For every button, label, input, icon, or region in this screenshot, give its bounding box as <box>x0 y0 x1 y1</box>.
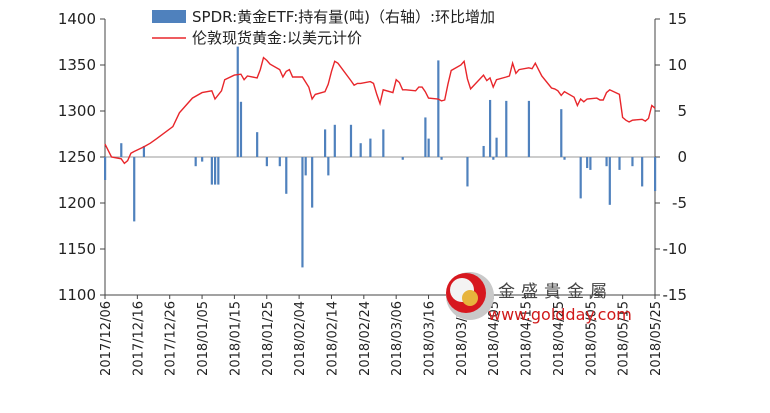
etf-change-bar <box>528 101 530 157</box>
x-tick-label: 2018/01/05 <box>196 301 211 376</box>
etf-change-bar <box>492 157 494 160</box>
right-tick-label: 5 <box>677 102 687 120</box>
left-tick-label: 1300 <box>58 102 96 120</box>
etf-change-bar <box>120 143 122 157</box>
x-tick-label: 2018/03/06 <box>390 301 405 376</box>
etf-change-bar <box>654 157 656 191</box>
etf-change-bar <box>424 117 426 157</box>
left-tick-label: 1150 <box>58 240 96 258</box>
etf-change-bar <box>560 109 562 157</box>
etf-change-bar <box>350 125 352 157</box>
legend: SPDR:黄金ETF:持有量(吨)（右轴）:环比增加 伦敦现货黄金:以美元计价 <box>152 8 495 47</box>
etf-change-bar <box>104 157 106 180</box>
right-tick-label: 10 <box>668 56 687 74</box>
x-tick-label: 2018/03/16 <box>423 301 438 376</box>
x-tick-label: 2018/02/24 <box>358 301 373 376</box>
left-tick-label: 1350 <box>58 56 96 74</box>
line-layer <box>105 58 655 164</box>
etf-change-bar <box>505 101 507 157</box>
right-tick-label: 15 <box>668 10 687 28</box>
watermark-brand-text: 金盛貴金屬 <box>498 282 613 302</box>
legend-line-label: 伦敦现货黄金:以美元计价 <box>192 29 362 47</box>
right-tick-label: -15 <box>663 286 688 304</box>
etf-change-bar <box>133 157 135 221</box>
etf-change-bar <box>237 47 239 157</box>
etf-change-bar <box>217 157 219 185</box>
etf-change-bar <box>440 157 442 160</box>
etf-change-bar <box>279 157 281 166</box>
etf-change-bar <box>402 157 404 160</box>
etf-change-bar <box>605 157 607 166</box>
goldday-watermark: 金盛貴金屬 www.goldday.com <box>446 272 632 324</box>
etf-change-bar <box>563 157 565 160</box>
etf-change-bar <box>285 157 287 194</box>
etf-change-bar <box>311 157 313 208</box>
etf-change-bar <box>483 146 485 157</box>
etf-change-bar <box>589 157 591 170</box>
etf-change-bar <box>631 157 633 166</box>
etf-change-bar <box>466 157 468 186</box>
right-tick-label: -5 <box>672 194 687 212</box>
etf-change-bar <box>201 157 203 162</box>
etf-change-bar <box>428 139 430 157</box>
x-tick-label: 2018/01/25 <box>261 301 276 376</box>
etf-change-bar <box>211 157 213 185</box>
etf-change-bar <box>489 100 491 157</box>
etf-change-bar <box>266 157 268 166</box>
x-tick-label: 2018/02/14 <box>325 301 340 376</box>
etf-change-bar <box>305 157 307 175</box>
etf-change-bar <box>327 157 329 175</box>
x-tick-label: 2017/12/06 <box>99 301 114 376</box>
x-tick-label: 2017/12/26 <box>164 301 179 376</box>
etf-change-bar <box>495 138 497 157</box>
left-tick-label: 1100 <box>58 286 96 304</box>
etf-change-bar <box>369 139 371 157</box>
legend-bar-swatch <box>152 10 186 23</box>
etf-change-bar <box>609 157 611 205</box>
x-tick-label: 2017/12/16 <box>131 301 146 376</box>
etf-change-bar <box>360 143 362 157</box>
legend-bar-label: SPDR:黄金ETF:持有量(吨)（右轴）:环比增加 <box>192 8 495 26</box>
left-tick-label: 1250 <box>58 148 96 166</box>
etf-change-bar <box>641 157 643 186</box>
left-tick-label: 1200 <box>58 194 96 212</box>
etf-change-bar <box>324 129 326 157</box>
right-tick-label: 0 <box>677 148 687 166</box>
goldday-logo-icon <box>446 272 494 320</box>
etf-change-bar <box>256 132 258 157</box>
x-tick-label: 2018/01/15 <box>228 301 243 376</box>
x-tick-label: 2018/05/25 <box>649 301 664 376</box>
etf-change-bar <box>437 60 439 157</box>
axes-layer: 1400 1350 1300 1250 1200 1150 1100 15 10 5 0 -5 -10 -… <box>58 10 687 304</box>
etf-change-bar <box>580 157 582 198</box>
right-tick-label: -10 <box>663 240 688 258</box>
etf-change-bar <box>195 157 197 166</box>
etf-change-bar <box>301 157 303 267</box>
etf-change-bar <box>240 102 242 157</box>
gold-price-line <box>105 58 655 164</box>
etf-change-bar <box>214 157 216 185</box>
etf-change-bar <box>382 129 384 157</box>
etf-change-bar <box>586 157 588 168</box>
left-tick-label: 1400 <box>58 10 96 28</box>
x-tick-label: 2018/02/04 <box>293 301 308 376</box>
etf-change-bar <box>618 157 620 170</box>
etf-change-bar <box>334 125 336 157</box>
watermark-url: www.goldday.com <box>488 305 632 324</box>
